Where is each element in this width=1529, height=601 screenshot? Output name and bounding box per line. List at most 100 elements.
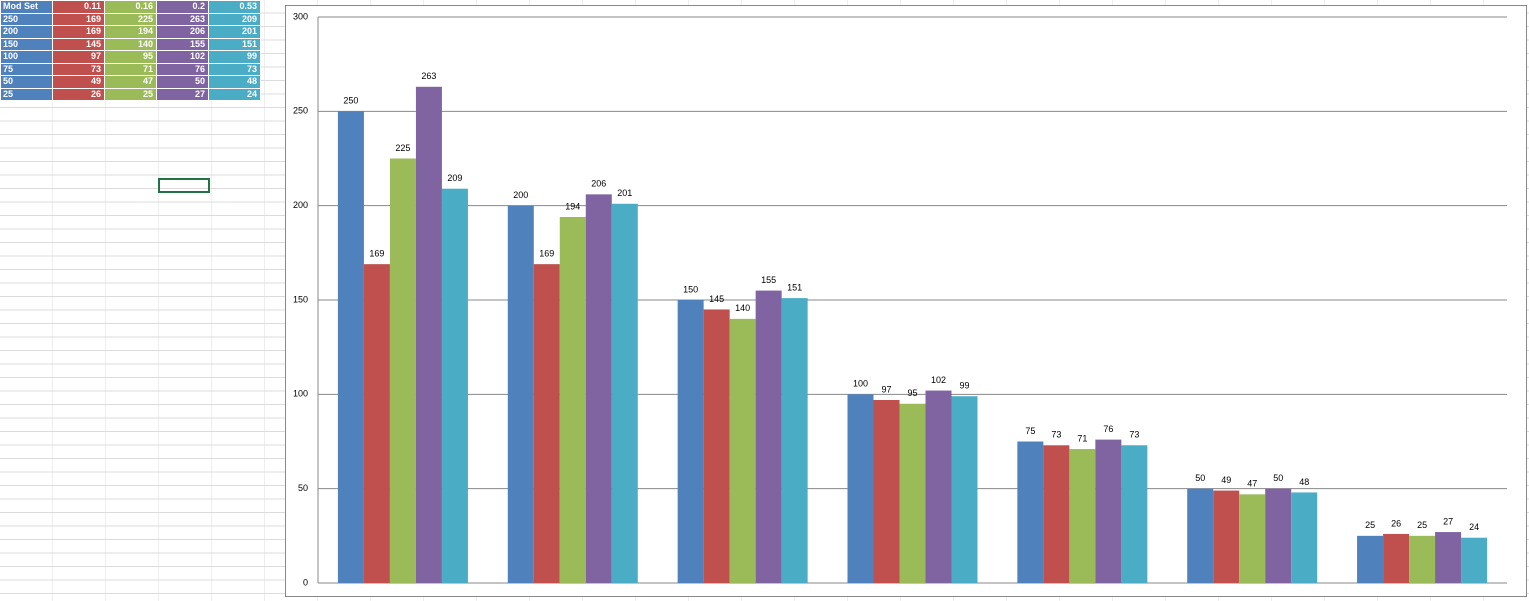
selected-cell[interactable]	[158, 178, 210, 193]
table-cell[interactable]: 201	[208, 25, 261, 39]
bar	[755, 290, 782, 583]
table-row: 75 73 71 76 73	[0, 62, 261, 76]
data-label: 194	[565, 201, 580, 211]
table-cell[interactable]: 145	[52, 37, 105, 51]
data-label: 48	[1299, 477, 1309, 487]
data-label: 102	[931, 375, 946, 385]
bar	[925, 390, 952, 583]
data-label: 99	[959, 381, 969, 391]
data-label: 225	[395, 143, 410, 153]
data-label: 150	[683, 284, 698, 294]
table-cell[interactable]: 102	[156, 50, 209, 64]
bar	[1239, 494, 1266, 583]
bar	[415, 86, 442, 583]
data-label: 169	[369, 249, 384, 259]
table-cell[interactable]: 73	[208, 62, 261, 76]
table-cell[interactable]: 200	[0, 25, 53, 39]
bar	[1383, 533, 1410, 583]
data-label: 50	[1273, 473, 1283, 483]
table-cell[interactable]: 50	[156, 75, 209, 89]
data-label: 169	[539, 249, 554, 259]
bar	[873, 399, 900, 583]
bar	[1461, 537, 1488, 583]
bar	[1357, 535, 1384, 583]
bar	[1069, 449, 1096, 583]
bar	[1095, 439, 1122, 583]
data-label: 25	[1417, 520, 1427, 530]
bar	[1187, 488, 1214, 583]
data-label: 49	[1221, 475, 1231, 485]
bar	[1291, 492, 1318, 583]
bar	[389, 158, 416, 583]
bar	[559, 216, 586, 583]
y-tick-label: 200	[293, 200, 308, 210]
table-cell[interactable]: 24	[208, 87, 261, 101]
y-tick-label: 250	[293, 106, 308, 116]
data-label: 97	[881, 384, 891, 394]
data-label: 201	[617, 188, 632, 198]
table-cell[interactable]: 75	[0, 62, 53, 76]
table-cell[interactable]: 225	[104, 12, 157, 26]
data-label: 155	[761, 275, 776, 285]
data-label: 75	[1025, 426, 1035, 436]
data-label: 26	[1391, 518, 1401, 528]
bar	[363, 264, 390, 583]
data-label: 100	[853, 379, 868, 389]
y-tick-label: 0	[303, 577, 308, 587]
table-cell[interactable]: 76	[156, 62, 209, 76]
table-cell[interactable]: 100	[0, 50, 53, 64]
data-label: 209	[447, 173, 462, 183]
bar	[1043, 445, 1070, 583]
bar	[1213, 490, 1240, 583]
table-cell[interactable]: 150	[0, 37, 53, 51]
bar	[585, 194, 612, 583]
table-row: 50 49 47 50 48	[0, 75, 261, 89]
data-label: 27	[1443, 516, 1453, 526]
table-cell[interactable]: 73	[52, 62, 105, 76]
table-cell[interactable]: 99	[208, 50, 261, 64]
data-label: 151	[787, 282, 802, 292]
bar	[899, 403, 926, 583]
table-cell[interactable]: 25	[104, 87, 157, 101]
bar	[1017, 441, 1044, 583]
table-row: Mod Set 0.11 0.16 0.2 0.53	[0, 0, 261, 14]
table-cell[interactable]: 49	[52, 75, 105, 89]
table-cell[interactable]: 95	[104, 50, 157, 64]
bar	[1121, 445, 1148, 583]
y-tick-label: 50	[298, 483, 308, 493]
data-label: 200	[513, 190, 528, 200]
data-label: 25	[1365, 520, 1375, 530]
data-label: 250	[343, 96, 358, 106]
table-cell[interactable]: 50	[0, 75, 53, 89]
bar	[611, 203, 638, 583]
data-label: 24	[1469, 522, 1479, 532]
bar	[337, 111, 364, 583]
bar	[441, 188, 468, 584]
table-cell[interactable]: 26	[52, 87, 105, 101]
data-table: Mod Set 0.11 0.16 0.2 0.53 250 169 225 263 209 200…	[0, 0, 261, 101]
bar	[677, 300, 704, 583]
table-cell[interactable]: 0.53	[208, 0, 261, 14]
bar	[507, 205, 534, 583]
data-label: 47	[1247, 479, 1257, 489]
bar	[781, 298, 808, 583]
bar	[729, 318, 756, 583]
table-cell[interactable]: 263	[156, 12, 209, 26]
table-row: 100 97 95 102 99	[0, 50, 261, 64]
table-cell[interactable]: 0.16	[104, 0, 157, 14]
bar	[847, 394, 874, 583]
data-label: 95	[907, 388, 917, 398]
data-label: 76	[1103, 424, 1113, 434]
bar	[1435, 532, 1462, 583]
data-label: 73	[1051, 430, 1061, 440]
table-cell[interactable]: 25	[0, 87, 53, 101]
data-label: 145	[709, 294, 724, 304]
table-cell[interactable]: 194	[104, 25, 157, 39]
table-cell[interactable]: 169	[52, 12, 105, 26]
data-label: 73	[1129, 430, 1139, 440]
y-tick-label: 300	[293, 11, 308, 21]
data-label: 71	[1077, 433, 1087, 443]
bar	[1265, 488, 1292, 583]
table-cell[interactable]: 97	[52, 50, 105, 64]
